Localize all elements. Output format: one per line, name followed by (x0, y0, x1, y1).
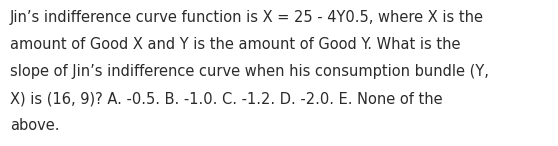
Text: above.: above. (10, 118, 60, 133)
Text: Jin’s indifference curve function is X = 25 - 4Y0.5, where X is the: Jin’s indifference curve function is X =… (10, 10, 484, 25)
Text: slope of Jin’s indifference curve when his consumption bundle (Y,: slope of Jin’s indifference curve when h… (10, 64, 489, 79)
Text: X) is (16, 9)? A. -0.5. B. -1.0. C. -1.2. D. -2.0. E. None of the: X) is (16, 9)? A. -0.5. B. -1.0. C. -1.2… (10, 91, 442, 106)
Text: amount of Good X and Y is the amount of Good Y. What is the: amount of Good X and Y is the amount of … (10, 37, 460, 52)
